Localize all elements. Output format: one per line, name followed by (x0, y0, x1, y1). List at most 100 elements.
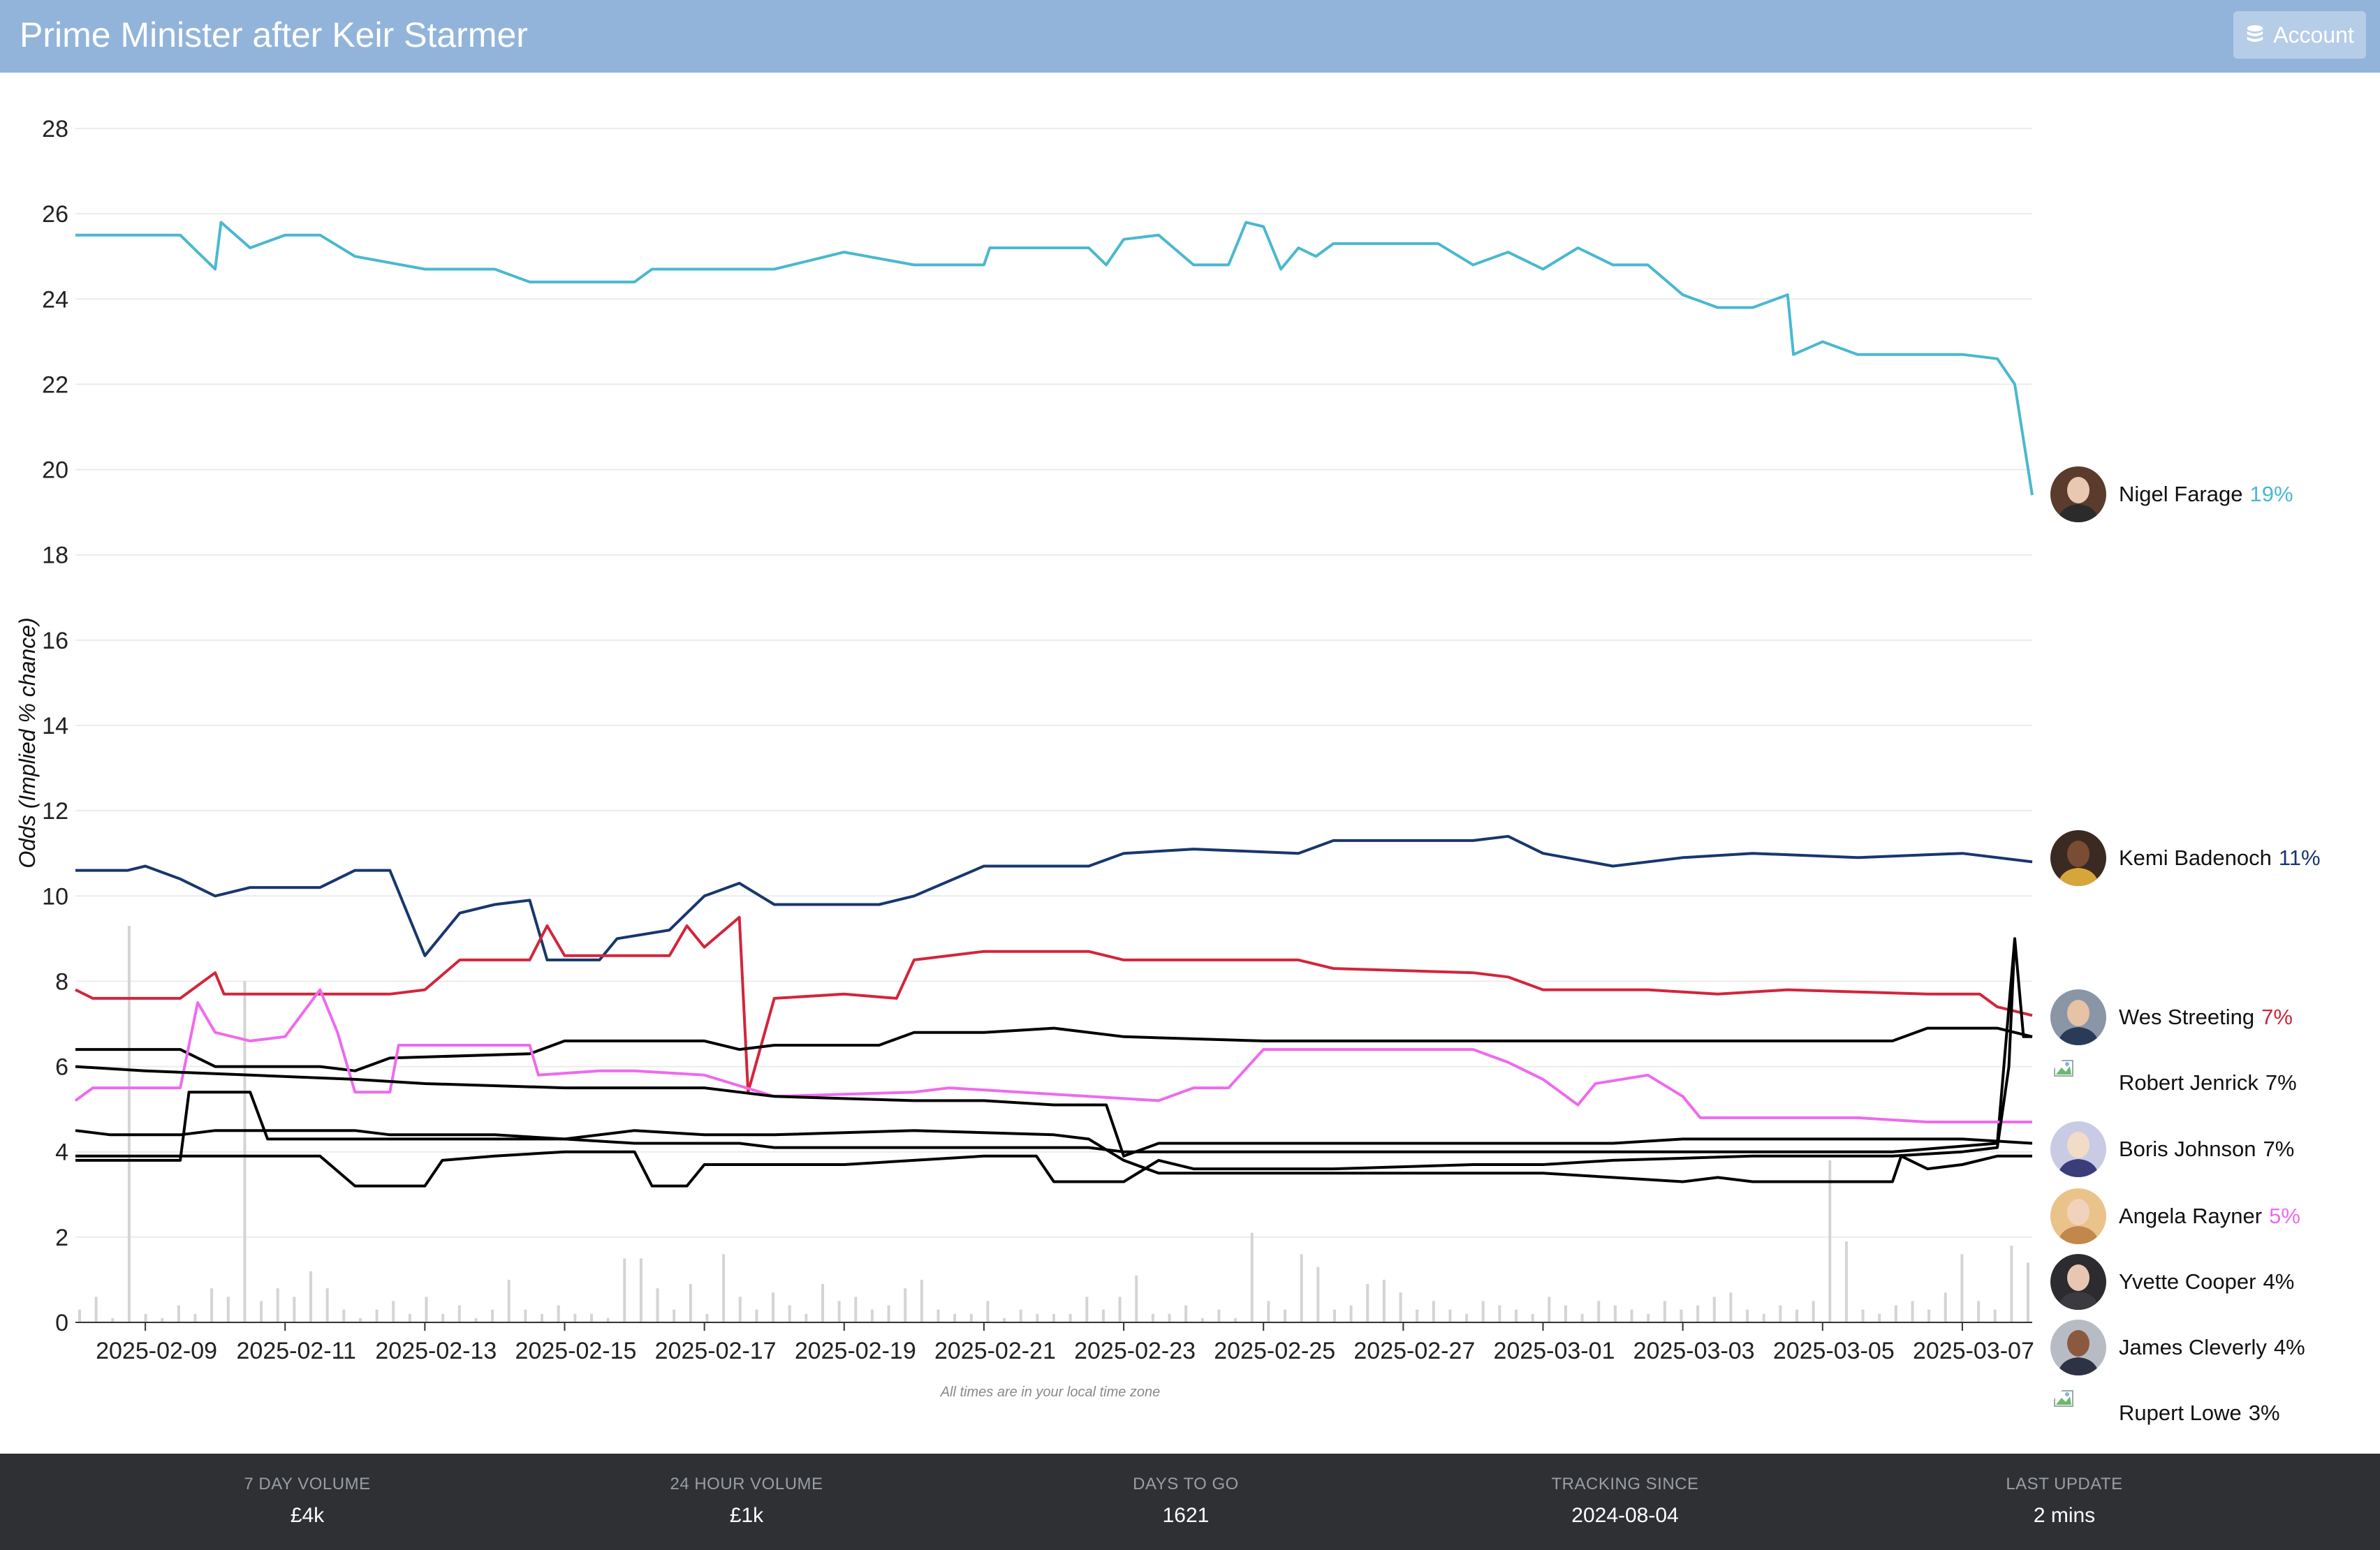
stat-value: 2024-08-04 (1571, 1504, 1679, 1527)
volume-bar (1432, 1301, 1435, 1322)
legend-item-yvette-cooper[interactable]: Yvette Cooper 4% (2050, 1253, 2379, 1311)
avatar (2050, 466, 2106, 522)
volume-bar (689, 1284, 692, 1322)
volume-bar (541, 1313, 544, 1322)
volume-bar (953, 1313, 957, 1322)
volume-bar (293, 1297, 296, 1322)
legend-item-nigel-farage[interactable]: Nigel Farage 19% (2050, 465, 2379, 524)
legend-percentage: 3% (2248, 1401, 2280, 1425)
y-tick-label: 14 (42, 713, 68, 739)
legend-percentage: 11% (2278, 846, 2321, 870)
series-line-boris-johnson[interactable] (75, 937, 2032, 1162)
legend-item-james-cleverly[interactable]: James Cleverly 4% (2050, 1318, 2379, 1377)
series-line-angela-rayner[interactable] (74, 988, 2032, 1123)
volume-bar (1993, 1309, 1997, 1322)
stat-label: 7 DAY VOLUME (244, 1475, 371, 1493)
stats-footer: 7 DAY VOLUME £4k 24 HOUR VOLUME £1k DAYS TO … (0, 1454, 2380, 1550)
legend-name: Boris Johnson (2119, 1137, 2256, 1161)
volume-bar (78, 1309, 81, 1322)
legend-item-wes-streeting[interactable]: Wes Streeting 7% (2050, 988, 2379, 1047)
volume-bar (1580, 1313, 1584, 1322)
volume-bar (226, 1297, 230, 1322)
volume-bar (276, 1288, 279, 1322)
stat-tracking-since: TRACKING SINCE 2024-08-04 (1485, 1475, 1765, 1528)
volume-bar (193, 1313, 197, 1322)
y-tick-label: 28 (42, 116, 68, 142)
volume-bar (1151, 1313, 1154, 1322)
x-tick-label: 2025-02-15 (515, 1338, 637, 1364)
series-line-yvette-cooper[interactable] (75, 1065, 2033, 1158)
volume-bar (1564, 1305, 1567, 1322)
series-line-rupert-lowe[interactable] (75, 938, 2016, 1188)
legend-item-kemi-badenoch[interactable]: Kemi Badenoch 11% (2050, 829, 2379, 887)
volume-bar (1729, 1292, 1733, 1322)
volume-bar (1366, 1284, 1369, 1322)
volume-bar (656, 1288, 659, 1322)
series-line-kemi-badenoch[interactable] (75, 834, 2033, 961)
series-line-wes-streeting[interactable] (75, 915, 2033, 1094)
volume-bar (1894, 1305, 1897, 1322)
volume-bar (491, 1309, 494, 1322)
volume-bar (1332, 1309, 1336, 1322)
legend-item-robert-jenrick[interactable]: Robert Jenrick 7% (2050, 1054, 2379, 1112)
y-tick-label: 0 (55, 1310, 68, 1336)
volume-bar (243, 981, 247, 1322)
legend-item-boris-johnson[interactable]: Boris Johnson 7% (2050, 1120, 2379, 1179)
volume-bar (639, 1258, 642, 1322)
volume-bar (920, 1279, 923, 1322)
volume-bar (1630, 1309, 1633, 1322)
volume-bar (1118, 1297, 1122, 1322)
legend-item-rupert-lowe[interactable]: Rupert Lowe 3% (2050, 1384, 2379, 1442)
volume-bar (177, 1305, 180, 1322)
avatar (2050, 989, 2106, 1045)
volume-bar (1680, 1309, 1683, 1322)
volume-bar (904, 1288, 907, 1322)
y-tick-label: 26 (42, 201, 68, 228)
x-tick-label: 2025-03-03 (1633, 1338, 1755, 1364)
series-line-robert-jenrick[interactable] (75, 1026, 2033, 1072)
stat-label: LAST UPDATE (2006, 1475, 2123, 1493)
volume-bar (1448, 1309, 1452, 1322)
volume-bar (2027, 1262, 2029, 1322)
volume-bar (408, 1313, 411, 1322)
legend-name: Robert Jenrick (2119, 1070, 2258, 1095)
volume-bar (1349, 1305, 1353, 1322)
volume-bar (870, 1309, 874, 1322)
legend-percentage: 4% (2263, 1269, 2295, 1294)
avatar (2050, 1320, 2106, 1375)
volume-bar (738, 1297, 742, 1322)
legend-name: Wes Streeting (2119, 1005, 2255, 1029)
volume-bar (425, 1297, 428, 1322)
volume-bar (887, 1305, 890, 1322)
volume-bar (1795, 1309, 1798, 1322)
volume-bars (78, 926, 2029, 1322)
volume-bar (788, 1305, 791, 1322)
legend-item-angela-rayner[interactable]: Angela Rayner 5% (2050, 1187, 2379, 1246)
y-tick-label: 20 (42, 457, 68, 484)
volume-bar (1515, 1309, 1518, 1322)
series-line-nigel-farage[interactable] (75, 221, 2034, 496)
database-icon (2247, 25, 2263, 42)
volume-bar (1300, 1254, 1303, 1322)
volume-bar (1267, 1301, 1270, 1322)
stat-last-update: LAST UPDATE 2 mins (1925, 1475, 2204, 1528)
top-bar: Prime Minister after Keir Starmer Accoun… (0, 0, 2380, 73)
volume-bar (1663, 1301, 1666, 1322)
volume-bar (1498, 1305, 1501, 1322)
volume-bar (805, 1313, 808, 1322)
volume-bar (1762, 1313, 1765, 1322)
volume-bar (1647, 1313, 1650, 1322)
volume-bar (1003, 1318, 1006, 1322)
volume-bar (94, 1297, 98, 1322)
volume-bar (2010, 1246, 2013, 1322)
volume-bar (936, 1309, 940, 1322)
series-line-james-cleverly[interactable] (75, 1129, 2032, 1183)
account-button[interactable]: Account (2233, 11, 2366, 59)
volume-bar (474, 1318, 478, 1322)
volume-bar (1085, 1297, 1089, 1322)
x-tick-label: 2025-03-01 (1494, 1338, 1615, 1364)
page-title: Prime Minister after Keir Starmer (20, 15, 528, 54)
volume-bar (722, 1254, 726, 1322)
volume-bar (837, 1301, 841, 1322)
y-tick-label: 16 (42, 628, 68, 654)
